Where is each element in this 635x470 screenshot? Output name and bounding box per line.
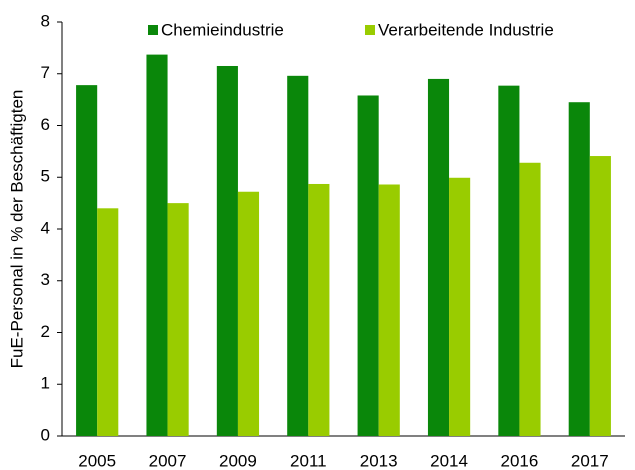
bar xyxy=(216,65,238,437)
bar xyxy=(357,95,379,437)
y-tick-label: 2 xyxy=(41,322,50,341)
y-tick-label: 5 xyxy=(41,167,50,186)
bar xyxy=(589,156,611,436)
x-tick-label: 2011 xyxy=(290,451,327,470)
bar xyxy=(498,85,520,436)
x-tick-label: 2013 xyxy=(360,451,398,470)
x-tick-label: 2016 xyxy=(501,451,539,470)
bar xyxy=(167,203,189,436)
bar xyxy=(427,78,450,437)
bar xyxy=(519,162,541,436)
bar xyxy=(308,183,330,436)
y-tick-label: 7 xyxy=(41,63,50,82)
x-tick-label: 2005 xyxy=(78,451,116,470)
legend-label: Chemieindustrie xyxy=(161,20,284,39)
bar xyxy=(378,184,400,436)
x-tick-label: 2014 xyxy=(430,451,468,470)
y-tick-label: 3 xyxy=(41,270,50,289)
bar xyxy=(76,85,98,436)
y-tick-label: 8 xyxy=(41,11,50,30)
bar xyxy=(97,208,119,436)
x-tick-label: 2007 xyxy=(149,451,187,470)
x-tick-label: 2017 xyxy=(571,451,609,470)
legend-swatch xyxy=(365,25,375,35)
bar xyxy=(449,177,471,436)
bar xyxy=(146,54,168,436)
y-tick-label: 0 xyxy=(41,425,50,444)
bar xyxy=(237,191,260,436)
x-tick-label: 2009 xyxy=(219,451,257,470)
bar xyxy=(287,75,309,436)
bar xyxy=(568,102,590,437)
legend-swatch xyxy=(148,25,158,35)
y-axis-label: FuE-Personal in % der Beschäftigten xyxy=(7,90,26,369)
y-tick-label: 6 xyxy=(41,115,50,134)
legend-label: Verarbeitende Industrie xyxy=(378,20,554,39)
y-tick-label: 1 xyxy=(41,374,50,393)
y-tick-label: 4 xyxy=(41,218,50,237)
